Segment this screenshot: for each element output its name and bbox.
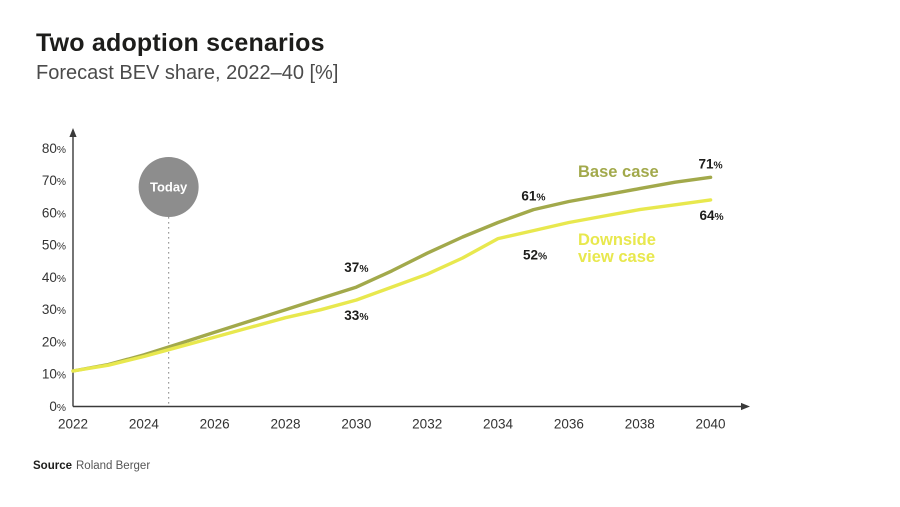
today-circle — [138, 157, 199, 217]
source-value: Roland Berger — [76, 460, 151, 472]
downside-view-case-label: view case — [578, 248, 655, 266]
x-tick-label: 2022 — [58, 417, 88, 432]
data-point-label: 64% — [699, 208, 723, 223]
x-axis-arrow — [741, 402, 750, 411]
x-tick-label: 2036 — [554, 417, 584, 432]
y-tick-label: 20% — [42, 334, 66, 349]
y-tick-label: 60% — [42, 205, 66, 220]
today-marker-group: Today — [138, 157, 199, 406]
y-axis-arrow — [69, 128, 77, 137]
x-tick-label: 2040 — [696, 417, 726, 432]
downside-view-case-line — [71, 198, 713, 373]
data-point-label: 52% — [523, 248, 547, 263]
page-subtitle: Forecast BEV share, 2022–40 [%] — [36, 62, 339, 84]
source-note: Source Roland Berger — [33, 460, 150, 472]
today-label: Today — [150, 180, 188, 195]
downside-view-case-label: Downside — [578, 231, 656, 249]
y-tick-label: 10% — [42, 367, 66, 382]
x-tick-label: 2030 — [341, 417, 371, 432]
x-tick-label: 2034 — [483, 417, 514, 432]
x-tick-label: 2038 — [625, 417, 655, 432]
y-tick-label: 40% — [42, 270, 66, 285]
y-tick-label: 0% — [49, 399, 66, 414]
x-tick-label: 2028 — [270, 417, 300, 432]
data-point-label: 71% — [698, 156, 722, 171]
x-tick-label: 2032 — [412, 417, 442, 432]
y-tick-label: 80% — [42, 141, 66, 156]
page-title: Two adoption scenarios — [36, 29, 325, 57]
base-case-line — [71, 175, 713, 373]
series-lines-group — [71, 175, 713, 373]
base-case-label: Base case — [578, 163, 659, 181]
data-point-label: 61% — [521, 189, 545, 204]
source-label: Source — [33, 460, 72, 472]
axes-group — [69, 128, 750, 411]
tick-labels-group: 0% 10% 20% 30% 40% 50% 60% 70% 80% 2022 2024 2026 20… — [42, 141, 726, 432]
y-tick-label: 30% — [42, 302, 66, 317]
y-tick-label: 70% — [42, 173, 66, 188]
data-point-label: 33% — [344, 308, 368, 323]
data-point-label: 37% — [344, 260, 368, 275]
y-tick-label: 50% — [42, 238, 66, 253]
x-tick-label: 2026 — [200, 417, 230, 432]
x-tick-label: 2024 — [129, 417, 160, 432]
